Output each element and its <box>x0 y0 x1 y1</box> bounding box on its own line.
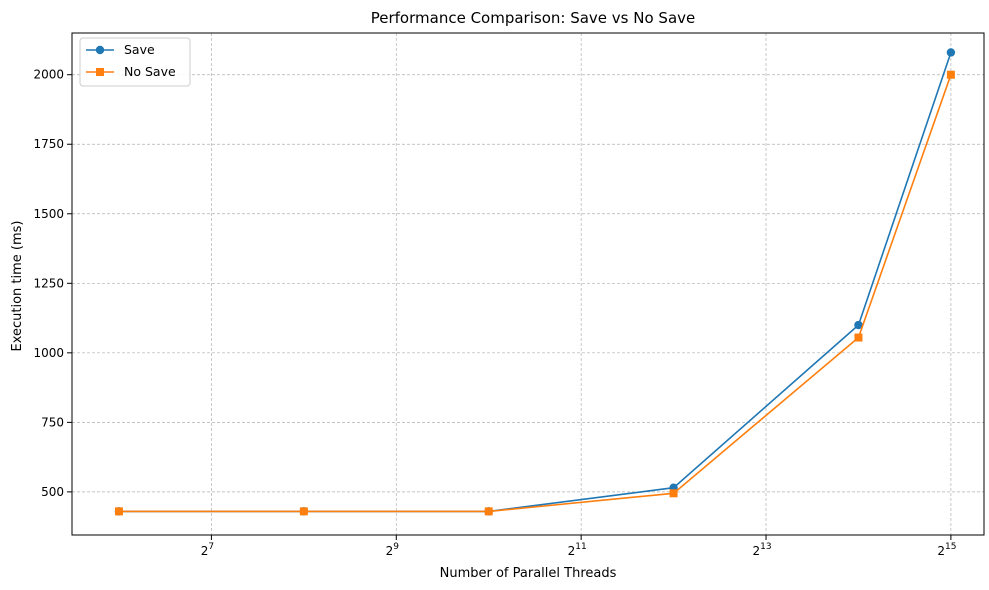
x-tick-base: 2 <box>386 544 394 558</box>
legend: Save No Save <box>79 37 191 87</box>
x-tick-exponent: 9 <box>393 542 399 552</box>
x-tick-label: 29 <box>386 542 400 558</box>
y-tick-label: 1500 <box>33 207 64 221</box>
data-point-no-save <box>669 489 678 498</box>
x-tick-label: 215 <box>937 542 956 558</box>
y-tick-label: 2000 <box>33 68 64 82</box>
data-point-no-save <box>854 333 863 342</box>
series-group <box>114 48 956 516</box>
data-point-no-save <box>114 507 123 516</box>
data-point-save <box>854 320 863 330</box>
y-tick-label: 500 <box>41 485 64 499</box>
data-point-save <box>946 48 956 57</box>
x-tick-base: 2 <box>201 544 209 558</box>
legend-marker-no-save <box>96 68 104 76</box>
chart-title: Performance Comparison: Save vs No Save <box>371 9 696 27</box>
x-tick-base: 2 <box>937 544 945 558</box>
x-tick-exponent: 15 <box>945 542 956 552</box>
x-axis-label: Number of Parallel Threads <box>440 566 617 581</box>
x-tick-label: 213 <box>752 542 771 558</box>
legend-label-save: Save <box>124 42 155 57</box>
x-tick-exponent: 7 <box>208 542 214 552</box>
data-point-no-save <box>946 70 955 79</box>
x-tick-label: 27 <box>201 542 214 558</box>
y-tick-label: 750 <box>41 415 64 429</box>
data-point-no-save <box>299 507 308 516</box>
legend-label-no-save: No Save <box>124 64 176 79</box>
x-tick-base: 2 <box>568 544 576 558</box>
grid <box>72 33 984 535</box>
y-tick-label: 1000 <box>33 346 64 360</box>
y-tick-label: 1750 <box>33 137 64 151</box>
data-point-no-save <box>484 507 493 516</box>
y-tick-label: 1250 <box>33 276 64 290</box>
x-tick-base: 2 <box>752 544 760 558</box>
plot-area-frame <box>71 32 985 536</box>
legend-marker-save <box>95 45 105 55</box>
x-tick-exponent: 13 <box>760 542 771 552</box>
y-axis-label: Execution time (ms) <box>10 220 25 351</box>
x-tick-label: 211 <box>568 542 587 558</box>
series-line-no-save <box>119 74 952 513</box>
x-tick-exponent: 11 <box>575 542 586 552</box>
series-line-save <box>119 52 952 513</box>
